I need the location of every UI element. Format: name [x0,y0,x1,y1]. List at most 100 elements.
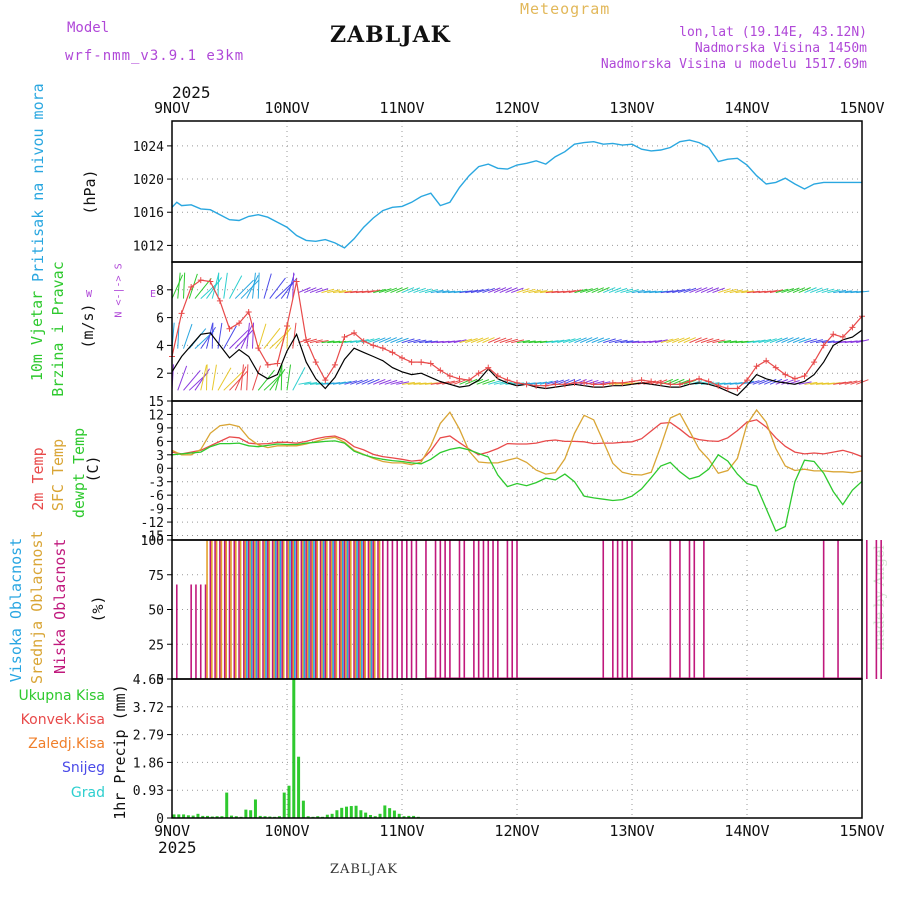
wind-arrow [568,337,582,344]
wind-arrow [499,381,513,385]
precip-bar [316,816,320,818]
x-tick-label-top: 12NOV [494,99,539,117]
wind-arrow [338,290,352,294]
gust-marker [408,359,415,366]
y-tick-label-wind: 4 [156,339,164,354]
wind-arrow [384,337,397,344]
y-tick-label-temp: 15 [148,395,164,410]
wind-arrow [631,340,645,344]
gust-marker [437,367,444,374]
wind-arrow [246,322,250,349]
wind-arrow [815,339,829,344]
gust-marker [245,309,252,316]
wind-arrow [718,382,732,385]
wind-arrow [390,287,403,294]
x-tick-label-top: 11NOV [379,99,424,117]
gust-marker [523,381,530,388]
wind-arrow [850,379,863,385]
wind-arrow [574,288,588,294]
wind-arrow [286,322,289,349]
y-tick-label-temp: 0 [156,462,164,477]
wind-arrow [442,290,456,294]
gust-marker [514,379,520,386]
wind-arrow [528,381,542,385]
wind-arrow [482,379,495,385]
wind-arrow [401,338,415,344]
y-tick-label-pressure: 1024 [133,140,164,155]
model-elevation: Nadmorska Visina u modelu 1517.69m [600,57,867,72]
gust-marker [370,342,377,349]
wind-arrow [741,340,755,344]
gust-marker [418,359,425,366]
wind-arrow [396,381,410,385]
sfc-temp-line [171,408,863,476]
y-tick-label-precip: 0 [156,812,164,827]
x-tick-label-bottom: 12NOV [494,822,539,840]
wind-arrow [597,337,610,344]
wind-arrow [557,379,570,385]
gust-marker [379,345,386,352]
gust-marker [619,379,626,386]
wind-arrow [614,287,628,294]
wind-arrow [683,287,697,294]
gust-marker [849,324,856,331]
precip-bar [258,815,262,818]
wind-arrow [775,288,789,294]
wind-arrow [459,338,473,344]
wind-arrow [373,378,386,385]
wind-arrow [257,323,267,349]
wind-arrow [752,379,766,385]
wind-arrow [557,290,571,294]
precip-bar [263,816,267,818]
wind-arrow [332,290,346,294]
wind-arrow [580,379,593,385]
y-tick-label-temp: -3 [148,476,164,491]
wind-arrow [712,287,725,294]
wind-arrow [384,379,398,385]
wind-arrow [620,288,634,294]
wind-arrow [792,337,806,344]
wind-arrow [844,290,858,294]
wind-arrow [453,339,467,344]
gust-marker [341,334,348,341]
wind-arrow [804,338,818,344]
y-tick-label-temp: -9 [148,503,164,518]
gust-marker [552,381,559,388]
y-tick-label-wind: 2 [156,367,164,382]
wind-arrow [263,327,281,349]
gust-marker [638,377,645,384]
wind-arrow [528,340,542,344]
wind-arrow [321,340,335,344]
wind-arrow [361,290,375,294]
gust-marker [293,278,300,285]
y-tick-label-temp: 6 [156,435,164,450]
wind-arrow [332,381,346,385]
y-tick-label-precip: 4.65 [133,673,164,688]
wind-arrow [591,287,604,294]
wind-arrow [781,288,795,294]
wind-arrow [631,289,645,294]
gust-marker [696,375,703,382]
gust-marker [284,322,290,329]
wind-arrow [551,379,564,385]
precip-bar [373,816,377,818]
precip-bar [392,810,396,818]
wind-arrow [465,289,479,294]
wind-arrow [217,367,232,391]
model-label: Model [67,20,110,36]
precip-bar [388,808,392,818]
precip-bar [292,679,296,818]
gust-marker [676,381,683,388]
wind-arrow [741,290,755,294]
precip-bar [335,810,339,818]
wind-arrow [522,288,536,294]
x-tick-label-bottom: 11NOV [379,822,424,840]
precip-bar [282,792,286,818]
y-tick-label-cloud: 50 [148,604,164,619]
wind-arrow [511,339,525,344]
wind-arrow [373,337,386,344]
wind-arrow [528,289,542,294]
wind-arrow [787,337,800,344]
wind-arrow [298,287,311,294]
